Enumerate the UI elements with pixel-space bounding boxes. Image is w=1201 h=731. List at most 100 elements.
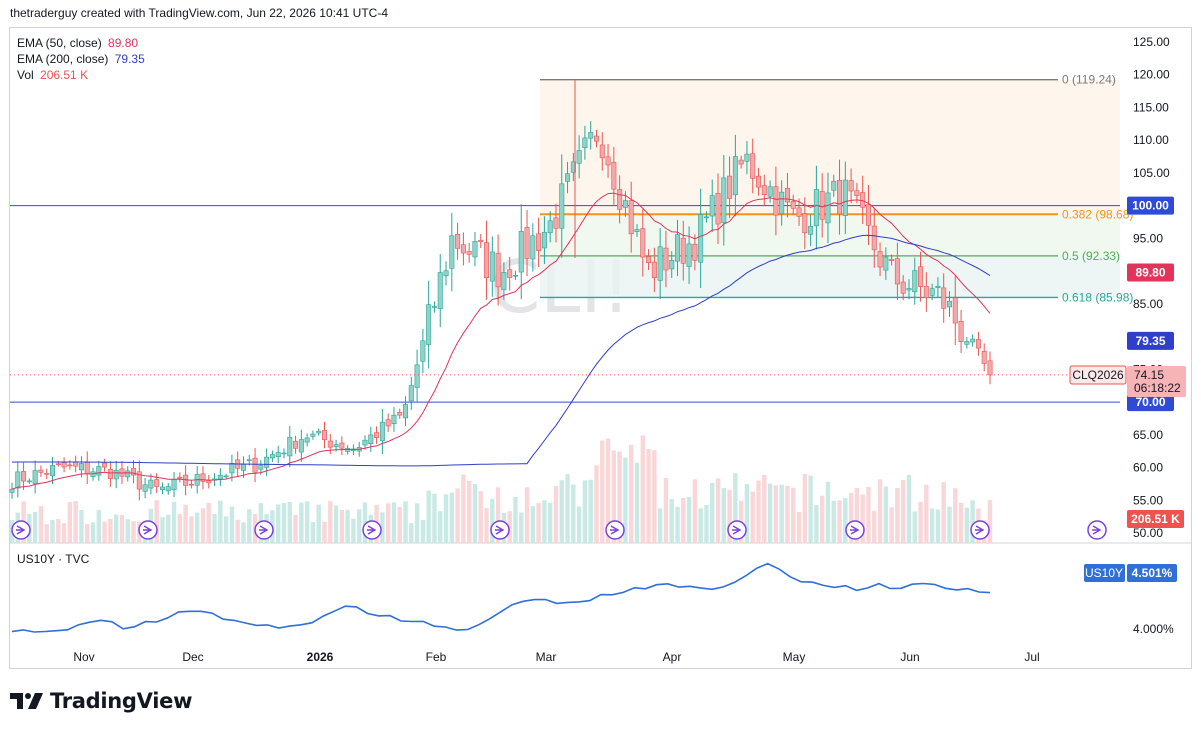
volume-bar — [831, 500, 836, 543]
candle-body — [385, 419, 391, 427]
event-marker[interactable] — [1087, 520, 1107, 540]
volume-bar — [669, 499, 674, 543]
candle-body — [240, 463, 246, 471]
fib-zone-5-618 — [540, 255, 1120, 298]
event-marker[interactable] — [970, 520, 990, 540]
candle-body — [298, 439, 304, 453]
volume-bar — [866, 487, 871, 543]
volume-bar — [351, 518, 356, 543]
volume-bar — [588, 479, 593, 543]
candle-body — [159, 486, 165, 491]
event-marker[interactable] — [845, 520, 865, 540]
x-axis-tick-label: Apr — [663, 650, 682, 664]
volume-bar — [299, 502, 304, 543]
y-axis-tick-label: 55.00 — [1133, 493, 1163, 507]
candle-body — [9, 488, 15, 493]
legend-ema50[interactable]: EMA (50, close) 89.80 — [17, 35, 145, 51]
candle-body — [865, 204, 871, 226]
tag-100[interactable]: 100.00 — [1127, 196, 1174, 215]
volume-bar — [461, 474, 466, 543]
candle-body — [107, 469, 113, 479]
candle-body — [918, 266, 924, 287]
volume-bar — [559, 480, 564, 543]
volume-bar — [929, 508, 935, 543]
volume-bar — [455, 488, 460, 543]
tag-vol-bg — [1127, 510, 1184, 528]
volume-bar — [102, 521, 107, 543]
candle-body — [44, 473, 50, 475]
event-marker[interactable] — [605, 520, 625, 540]
event-marker[interactable] — [362, 520, 382, 540]
candle-body — [321, 430, 327, 440]
y-axis-tick-label: 65.00 — [1133, 428, 1163, 442]
candle-body — [258, 465, 264, 470]
volume-bar — [432, 493, 437, 543]
candle-body — [501, 272, 507, 291]
y-axis-tick-label: 60.00 — [1133, 461, 1163, 475]
tag-ema200-text: 79.35 — [1135, 334, 1165, 348]
volume-bar — [304, 501, 310, 543]
candle-body — [15, 471, 21, 489]
candle-body — [877, 251, 883, 268]
volume-bar — [420, 520, 426, 543]
volume-bar — [281, 503, 287, 543]
event-marker[interactable] — [11, 520, 31, 540]
candle-body — [55, 463, 61, 466]
candle-body — [935, 285, 941, 289]
event-marker[interactable] — [490, 520, 510, 540]
volume-bar — [825, 481, 831, 543]
volume-bar — [895, 488, 900, 543]
event-marker-arrow-icon — [259, 525, 269, 535]
volume-bar — [819, 495, 825, 543]
tag-ema50[interactable]: 89.80 — [1127, 263, 1174, 282]
candle-body — [617, 189, 623, 210]
candle-body — [171, 479, 177, 491]
volume-bar — [629, 444, 634, 543]
us10y-legend[interactable]: US10Y · TVC — [17, 552, 90, 566]
volume-bar — [247, 509, 252, 543]
tag-70[interactable]: 70.00 — [1127, 393, 1174, 412]
tag-vol[interactable]: 206.51 K — [1127, 510, 1184, 528]
tag-ema50-text: 89.80 — [1135, 265, 1165, 279]
candle-body — [761, 185, 767, 195]
candle-body — [512, 274, 518, 277]
volume-bar — [73, 501, 78, 543]
candle-body — [478, 239, 484, 243]
candle-body — [570, 161, 576, 173]
event-marker[interactable] — [138, 520, 158, 540]
volume-bar — [530, 506, 536, 543]
candle-body — [703, 216, 709, 219]
volume-bar — [44, 524, 49, 543]
event-marker[interactable] — [727, 520, 747, 540]
candle-body — [536, 233, 542, 252]
volume-bar — [293, 515, 298, 543]
candle-body — [460, 244, 466, 254]
volume-bar — [889, 507, 894, 543]
candle-body — [281, 452, 287, 455]
tag-vol-text: 206.51 K — [1131, 512, 1180, 526]
volume-bar — [131, 521, 136, 543]
volume-bar — [519, 512, 524, 543]
candle-body — [808, 226, 814, 235]
volume-bar — [472, 483, 478, 543]
us10y-tag-value: 4.501% — [1132, 566, 1173, 580]
candle-body — [489, 251, 495, 282]
legend-vol[interactable]: Vol 206.51 K — [17, 67, 145, 83]
event-marker-arrow-icon — [367, 525, 377, 535]
tradingview-logo[interactable]: TradingView — [10, 686, 192, 716]
legend-ema200[interactable]: EMA (200, close) 79.35 — [17, 51, 145, 67]
y-axis-tick-label: 50.00 — [1133, 526, 1163, 540]
candle-body — [26, 480, 32, 483]
event-marker[interactable] — [254, 520, 274, 540]
us10y-tag[interactable]: US10Y 4.501% — [1084, 564, 1177, 582]
volume-bar — [848, 492, 854, 543]
candle-body — [188, 483, 194, 486]
tag-ema200[interactable]: 79.35 — [1127, 331, 1174, 350]
candle-body — [310, 433, 316, 437]
x-axis-tick-label: May — [783, 650, 806, 664]
volume-bar — [79, 509, 84, 543]
volume-bar — [362, 502, 368, 543]
logo-text: TradingView — [50, 689, 193, 713]
